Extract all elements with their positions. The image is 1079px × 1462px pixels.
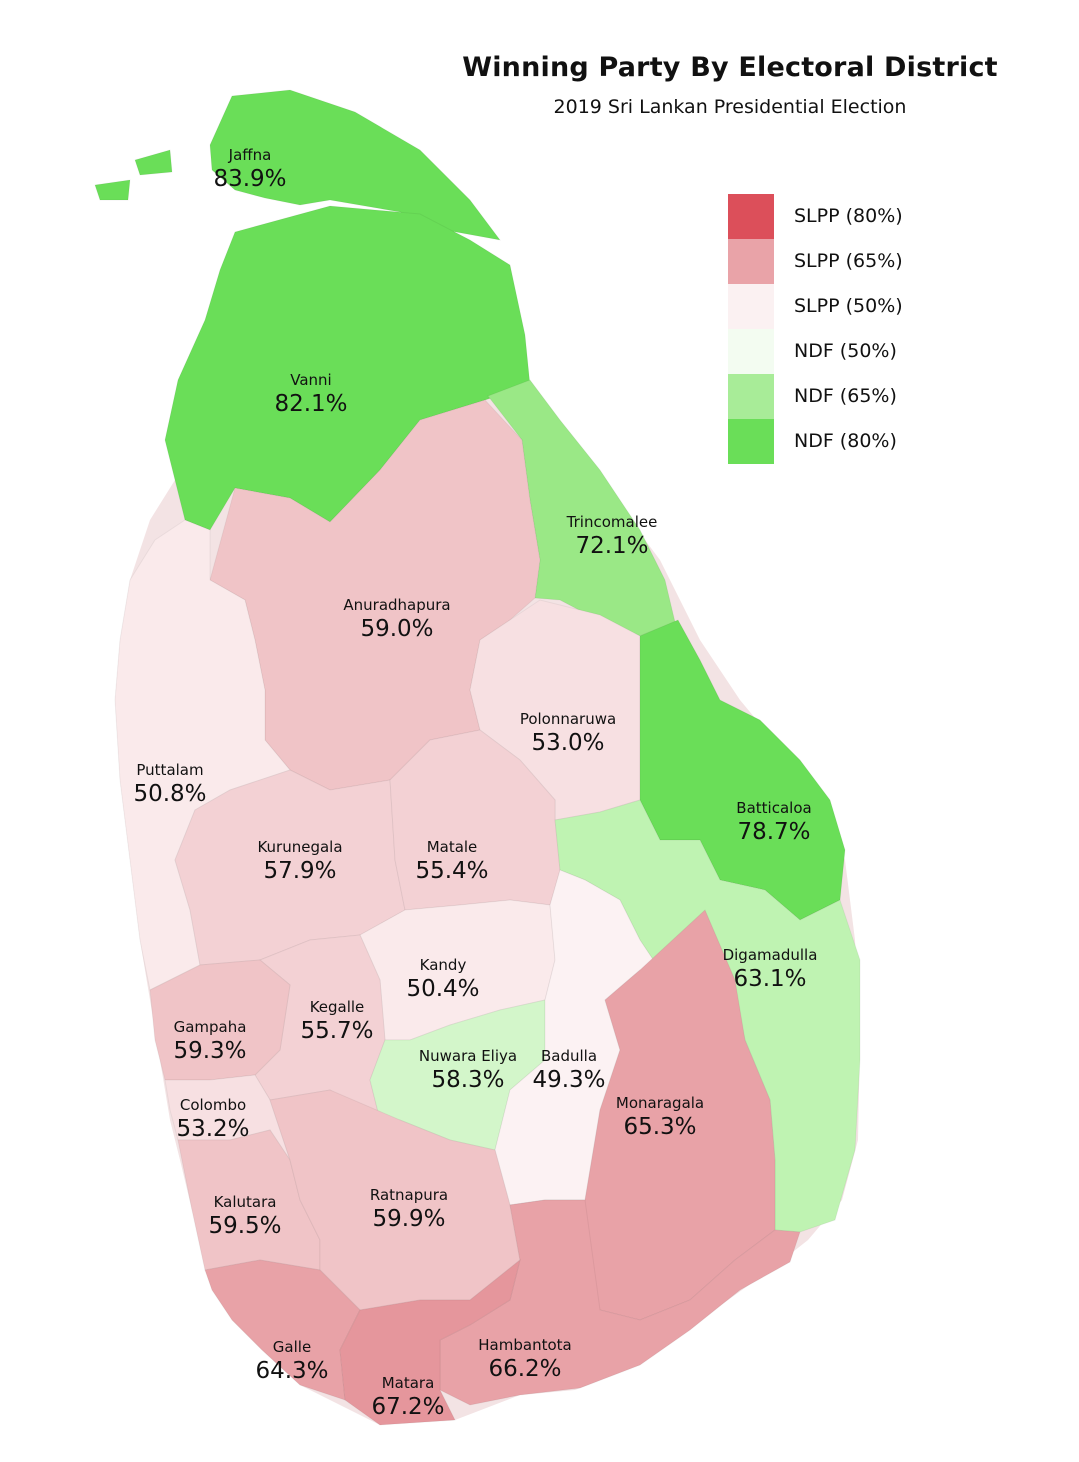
- district-name-kandy: Kandy: [420, 956, 467, 974]
- district-name-ratnapura: Ratnapura: [370, 1186, 448, 1204]
- district-name-kurunegala: Kurunegala: [257, 838, 342, 856]
- district-name-puttalam: Puttalam: [136, 761, 203, 779]
- district-value-kurunegala: 57.9%: [263, 858, 336, 884]
- district-matara: [339, 1258, 521, 1426]
- district-name-matara: Matara: [382, 1374, 435, 1392]
- district-value-puttalam: 50.8%: [133, 781, 206, 807]
- district-name-polonnaruwa: Polonnaruwa: [520, 710, 616, 728]
- district-name-anuradhapura: Anuradhapura: [343, 596, 450, 614]
- district-name-gampaha: Gampaha: [174, 1018, 247, 1036]
- district-value-galle: 64.3%: [255, 1358, 328, 1384]
- district-gampaha: [149, 959, 291, 1081]
- district-value-batticaloa: 78.7%: [737, 819, 810, 845]
- district-name-vanni: Vanni: [290, 371, 331, 389]
- district-value-vanni: 82.1%: [274, 391, 347, 417]
- legend-swatch: [728, 374, 774, 419]
- district-value-kalutara: 59.5%: [208, 1213, 281, 1239]
- district-value-anuradhapura: 59.0%: [360, 616, 433, 642]
- district-value-matara: 67.2%: [371, 1394, 444, 1420]
- district-name-jaffna: Jaffna: [228, 146, 272, 164]
- map-title: Winning Party By Electoral District: [462, 52, 998, 83]
- legend-label: SLPP (65%): [794, 250, 903, 272]
- legend-label: NDF (80%): [794, 430, 897, 452]
- district-jaffna: [94, 89, 502, 241]
- district-name-badulla: Badulla: [541, 1047, 597, 1065]
- district-value-jaffna: 83.9%: [213, 166, 286, 192]
- district-name-galle: Galle: [273, 1338, 311, 1356]
- district-value-kegalle: 55.7%: [300, 1018, 373, 1044]
- legend-label: NDF (65%): [794, 385, 897, 407]
- district-value-colombo: 53.2%: [176, 1116, 249, 1142]
- district-value-digamadulla: 63.1%: [733, 966, 806, 992]
- district-name-trincomalee: Trincomalee: [566, 513, 658, 531]
- legend-swatch: [728, 419, 774, 464]
- district-name-nuwara-eliya: Nuwara Eliya: [419, 1047, 517, 1065]
- district-name-kegalle: Kegalle: [310, 998, 365, 1016]
- district-name-batticaloa: Batticaloa: [736, 799, 811, 817]
- district-name-hambantota: Hambantota: [478, 1336, 571, 1354]
- district-value-trincomalee: 72.1%: [575, 533, 648, 559]
- legend-swatch: [728, 329, 774, 374]
- map-subtitle: 2019 Sri Lankan Presidential Election: [553, 96, 907, 118]
- district-value-matale: 55.4%: [415, 858, 488, 884]
- district-value-polonnaruwa: 53.0%: [531, 730, 604, 756]
- legend-label: SLPP (50%): [794, 295, 903, 317]
- district-name-colombo: Colombo: [180, 1096, 246, 1114]
- district-name-kalutara: Kalutara: [214, 1193, 277, 1211]
- district-value-kandy: 50.4%: [406, 976, 479, 1002]
- district-value-hambantota: 66.2%: [488, 1356, 561, 1382]
- district-value-badulla: 49.3%: [532, 1067, 605, 1093]
- legend-swatch: [728, 194, 774, 239]
- district-value-ratnapura: 59.9%: [372, 1206, 445, 1232]
- district-name-digamadulla: Digamadulla: [723, 946, 818, 964]
- legend-label: SLPP (80%): [794, 205, 903, 227]
- legend-swatch: [728, 239, 774, 284]
- district-value-nuwara-eliya: 58.3%: [431, 1067, 504, 1093]
- district-value-monaragala: 65.3%: [623, 1114, 696, 1140]
- district-value-gampaha: 59.3%: [173, 1038, 246, 1064]
- district-name-matale: Matale: [427, 838, 478, 856]
- district-name-monaragala: Monaragala: [616, 1094, 704, 1112]
- legend-label: NDF (50%): [794, 340, 897, 362]
- legend-swatch: [728, 284, 774, 329]
